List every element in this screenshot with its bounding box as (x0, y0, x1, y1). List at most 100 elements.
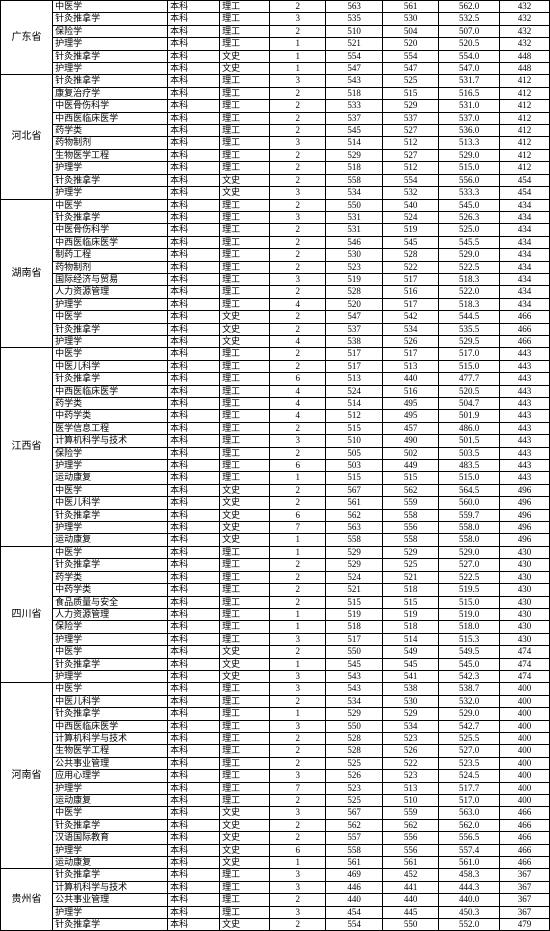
table-row: 药学类本科理工2545527536.0412 (1, 125, 550, 137)
cell: 中医学 (53, 683, 168, 695)
cell: 4 (270, 398, 326, 410)
cell: 理工 (220, 87, 270, 99)
cell: 中医学 (53, 199, 168, 211)
cell: 557.4 (439, 844, 500, 856)
table-row: 护理学本科理工2518512515.0412 (1, 162, 550, 174)
cell: 文史 (220, 857, 270, 869)
cell: 3 (270, 770, 326, 782)
cell: 532 (382, 187, 438, 199)
cell: 针灸推拿学 (53, 509, 168, 521)
cell: 本科 (168, 1, 220, 13)
cell: 中西医临床医学 (53, 385, 168, 397)
cell: 434 (500, 211, 550, 223)
cell: 537.0 (439, 112, 500, 124)
cell: 510 (326, 25, 382, 37)
cell: 本科 (168, 484, 220, 496)
cell: 525.0 (439, 224, 500, 236)
cell: 本科 (168, 100, 220, 112)
cell: 561.0 (439, 857, 500, 869)
cell: 护理学 (53, 844, 168, 856)
cell: 514 (382, 633, 438, 645)
cell: 515.3 (439, 633, 500, 645)
cell: 443 (500, 472, 550, 484)
cell: 本科 (168, 410, 220, 422)
cell: 522 (382, 261, 438, 273)
cell: 本科 (168, 50, 220, 62)
cell: 562.0 (439, 819, 500, 831)
cell: 本科 (168, 683, 220, 695)
cell: 计算机科学与技术 (53, 435, 168, 447)
cell: 本科 (168, 795, 220, 807)
cell: 2 (270, 795, 326, 807)
cell: 466 (500, 832, 550, 844)
table-row: 计算机科学与技术本科理工3446441444.3367 (1, 881, 550, 893)
cell: 515.0 (439, 360, 500, 372)
cell: 本科 (168, 149, 220, 161)
cell: 文史 (220, 832, 270, 844)
cell: 运动康复 (53, 534, 168, 546)
cell: 443 (500, 348, 550, 360)
cell: 本科 (168, 844, 220, 856)
cell: 针灸推拿学 (53, 919, 168, 931)
cell: 理工 (220, 38, 270, 50)
cell: 本科 (168, 435, 220, 447)
cell: 412 (500, 75, 550, 87)
table-row: 食品质量与安全本科理工2515515515.0430 (1, 596, 550, 608)
cell: 448 (500, 63, 550, 75)
cell: 文史 (220, 311, 270, 323)
cell: 文史 (220, 522, 270, 534)
table-row: 中医学本科文史2567562564.5496 (1, 484, 550, 496)
cell: 汉语国际教育 (53, 832, 168, 844)
cell: 537 (382, 112, 438, 124)
cell: 理工 (220, 795, 270, 807)
cell: 502 (382, 447, 438, 459)
cell: 443 (500, 373, 550, 385)
cell: 本科 (168, 360, 220, 372)
cell: 443 (500, 435, 550, 447)
table-row: 针灸推拿学本科理工3535530532.5432 (1, 13, 550, 25)
cell: 525 (382, 559, 438, 571)
cell: 529 (382, 100, 438, 112)
cell: 本科 (168, 211, 220, 223)
cell: 545.0 (439, 658, 500, 670)
cell: 517.0 (439, 795, 500, 807)
cell: 2 (270, 832, 326, 844)
table-row: 中西医临床医学本科理工2546545545.5434 (1, 236, 550, 248)
cell: 理工 (220, 435, 270, 447)
cell: 518 (382, 584, 438, 596)
table-row: 康复治疗学本科理工2518515516.5412 (1, 87, 550, 99)
cell: 563 (326, 522, 382, 534)
cell: 理工 (220, 75, 270, 87)
table-row: 公共事业管理本科理工2440440440.0367 (1, 894, 550, 906)
cell: 543 (326, 75, 382, 87)
cell: 中药学类 (53, 584, 168, 596)
cell: 护理学 (53, 633, 168, 645)
table-row: 计算机科学与技术本科理工2528523525.5400 (1, 732, 550, 744)
cell: 2 (270, 112, 326, 124)
cell: 中医学 (53, 546, 168, 558)
cell: 中西医临床医学 (53, 112, 168, 124)
cell: 药学类 (53, 571, 168, 583)
cell: 2 (270, 422, 326, 434)
cell: 443 (500, 410, 550, 422)
cell: 520.5 (439, 38, 500, 50)
cell: 本科 (168, 646, 220, 658)
cell: 1 (270, 534, 326, 546)
cell: 理工 (220, 546, 270, 558)
cell: 理工 (220, 286, 270, 298)
cell: 496 (500, 497, 550, 509)
cell: 554.0 (439, 50, 500, 62)
cell: 康复治疗学 (53, 87, 168, 99)
cell: 518.0 (439, 621, 500, 633)
province-cell: 湖南省 (1, 199, 53, 348)
cell: 412 (500, 162, 550, 174)
cell: 2 (270, 125, 326, 137)
cell: 537 (326, 112, 382, 124)
cell: 530 (382, 13, 438, 25)
cell: 文史 (220, 670, 270, 682)
cell: 562.0 (439, 1, 500, 13)
table-row: 针灸推拿学本科理工2529525527.0430 (1, 559, 550, 571)
cell: 458.3 (439, 869, 500, 881)
cell: 3 (270, 137, 326, 149)
cell: 517 (326, 348, 382, 360)
